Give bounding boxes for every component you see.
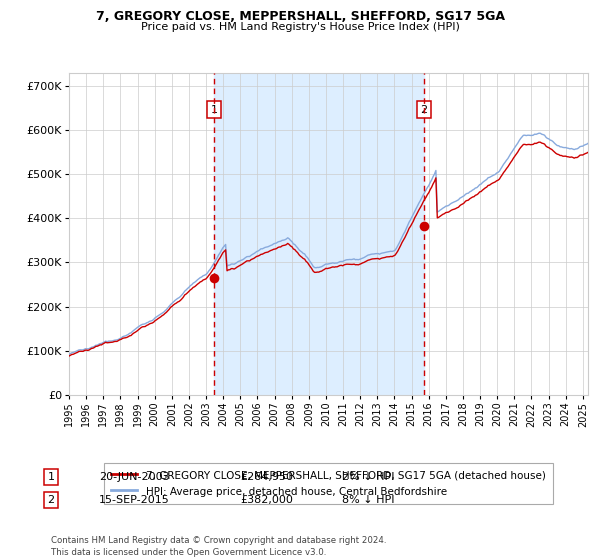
Text: 2: 2	[420, 105, 427, 115]
Text: 2: 2	[47, 495, 55, 505]
Text: 20-JUN-2003: 20-JUN-2003	[99, 472, 170, 482]
Legend: 7, GREGORY CLOSE, MEPPERSHALL, SHEFFORD, SG17 5GA (detached house), HPI: Average: 7, GREGORY CLOSE, MEPPERSHALL, SHEFFORD,…	[104, 463, 553, 504]
Text: 7, GREGORY CLOSE, MEPPERSHALL, SHEFFORD, SG17 5GA: 7, GREGORY CLOSE, MEPPERSHALL, SHEFFORD,…	[95, 10, 505, 23]
Bar	[214, 73, 424, 395]
Text: 1: 1	[211, 105, 218, 115]
Text: 2% ↓ HPI: 2% ↓ HPI	[342, 472, 395, 482]
Text: £264,950: £264,950	[240, 472, 293, 482]
Text: 8% ↓ HPI: 8% ↓ HPI	[342, 495, 395, 505]
Text: 1: 1	[47, 472, 55, 482]
Text: 15-SEP-2015: 15-SEP-2015	[99, 495, 170, 505]
Text: £382,000: £382,000	[240, 495, 293, 505]
Text: Contains HM Land Registry data © Crown copyright and database right 2024.
This d: Contains HM Land Registry data © Crown c…	[51, 536, 386, 557]
Text: Price paid vs. HM Land Registry's House Price Index (HPI): Price paid vs. HM Land Registry's House …	[140, 22, 460, 32]
